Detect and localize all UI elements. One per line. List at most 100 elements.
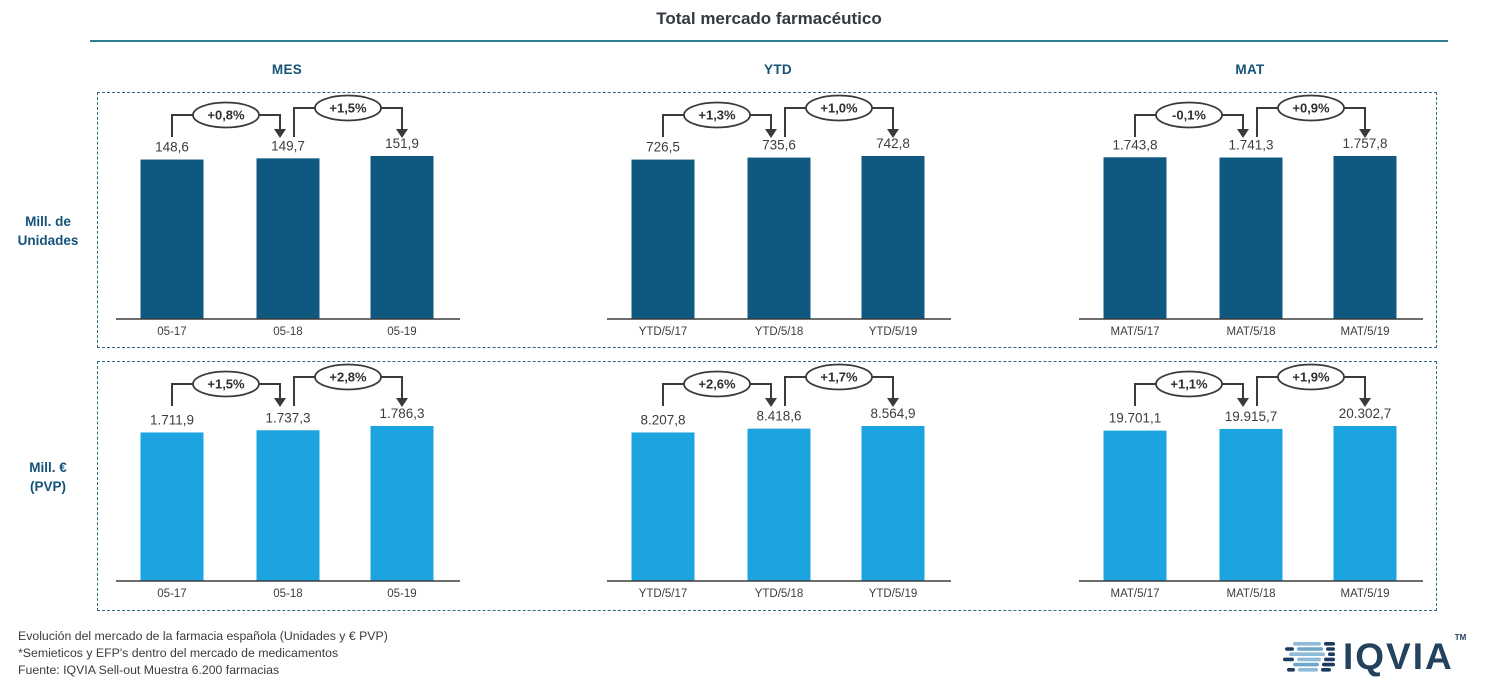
change-bubble xyxy=(192,370,260,398)
x-tick-label: YTD/5/19 xyxy=(869,588,918,600)
x-tick-label: MAT/5/17 xyxy=(1111,588,1160,600)
bar xyxy=(140,432,204,581)
bar-value-label: 149,7 xyxy=(271,138,305,153)
change-bubble xyxy=(314,363,382,391)
page-title: Total mercado farmacéutico xyxy=(656,9,882,28)
x-tick-label: YTD/5/18 xyxy=(755,588,804,600)
bar xyxy=(1219,157,1283,319)
down-arrow-icon xyxy=(1359,398,1371,407)
change-percent-label: +1,7% xyxy=(820,370,858,385)
bar xyxy=(256,158,320,319)
change-percent-label: +1,0% xyxy=(820,101,858,116)
bar-value-label: 8.564,9 xyxy=(870,406,915,421)
bar-value-label: 20.302,7 xyxy=(1339,406,1392,421)
change-bubble xyxy=(192,101,260,129)
bar-value-label: 19.701,1 xyxy=(1109,411,1162,426)
x-tick-label: YTD/5/18 xyxy=(755,326,804,338)
bar xyxy=(256,430,320,581)
bar-value-label: 1.737,3 xyxy=(265,410,310,425)
row-label-euros: Mill. € (PVP) xyxy=(0,458,96,496)
x-tick-label: 05-19 xyxy=(387,588,416,600)
chart-group-euros-mat: 19.701,1 MAT/5/17 19.915,7 MAT/5/18 20.302,7… xyxy=(1077,362,1425,610)
down-arrow-icon xyxy=(274,398,286,407)
row-label-units-line2: Unidades xyxy=(17,233,79,248)
x-tick-label: YTD/5/17 xyxy=(639,326,688,338)
mini-bar-chart: 148,6 05-17 149,7 05-18 151,9 05-19 +0,8% +1,5% xyxy=(116,94,460,338)
change-bubble xyxy=(1155,101,1223,129)
down-arrow-icon xyxy=(1237,398,1249,407)
bar xyxy=(1333,156,1397,319)
row-label-units: Mill. de Unidades xyxy=(0,212,96,250)
mini-bar-chart: 8.207,8 YTD/5/17 8.418,6 YTD/5/18 8.564,9 YTD… xyxy=(607,363,951,600)
bar xyxy=(140,159,204,319)
iqvia-tm-mark: TM xyxy=(1454,632,1467,642)
bar xyxy=(747,157,811,319)
chart-group-units-ytd: 726,5 YTD/5/17 735,6 YTD/5/18 742,8 YTD/5/19 +… xyxy=(605,93,953,347)
change-percent-label: +1,3% xyxy=(698,108,736,123)
bar-value-label: 8.418,6 xyxy=(756,409,801,424)
change-bubble xyxy=(1277,363,1345,391)
mini-bar-chart: 19.701,1 MAT/5/17 19.915,7 MAT/5/18 20.302,7… xyxy=(1079,363,1423,600)
bar-value-label: 735,6 xyxy=(762,138,796,153)
iqvia-wordmark: IQVIA xyxy=(1343,636,1454,677)
down-arrow-icon xyxy=(765,398,777,407)
bar-value-label: 1.741,3 xyxy=(1228,138,1273,153)
column-header-ytd: YTD xyxy=(764,62,792,77)
row-label-units-line1: Mill. de xyxy=(25,214,71,229)
row-label-euros-line2: (PVP) xyxy=(29,479,66,494)
bar-value-label: 8.207,8 xyxy=(640,412,685,427)
chart-group-units-mes: 148,6 05-17 149,7 05-18 151,9 05-19 +0,8% +1,5% xyxy=(114,93,462,347)
footnote-line-2: *Semieticos y EFP's dentro del mercado d… xyxy=(18,646,339,660)
bar xyxy=(747,428,811,581)
footnotes: Evolución del mercado de la farmacia esp… xyxy=(18,628,388,679)
x-tick-label: MAT/5/19 xyxy=(1341,326,1390,338)
bar xyxy=(631,159,695,319)
change-bubble xyxy=(314,94,382,122)
change-percent-label: +1,1% xyxy=(1170,377,1208,392)
change-bubble xyxy=(805,363,873,391)
column-header-mat: MAT xyxy=(1235,62,1265,77)
x-tick-label: YTD/5/19 xyxy=(869,326,918,338)
bar xyxy=(370,426,434,581)
down-arrow-icon xyxy=(274,129,286,138)
bar xyxy=(370,156,434,319)
footnote-line-3: Fuente: IQVIA Sell-out Muestra 6.200 far… xyxy=(18,663,280,677)
change-percent-label: +1,9% xyxy=(1292,370,1330,385)
units-panel: 148,6 05-17 149,7 05-18 151,9 05-19 +0,8% +1,5%… xyxy=(97,92,1437,348)
chart-group-euros-ytd: 8.207,8 YTD/5/17 8.418,6 YTD/5/18 8.564,9 YTD… xyxy=(605,362,953,610)
bar xyxy=(861,156,925,319)
x-tick-label: YTD/5/17 xyxy=(639,588,688,600)
bar-value-label: 151,9 xyxy=(385,136,419,151)
mini-bar-chart: 1.711,9 05-17 1.737,3 05-18 1.786,3 05-19 +1,5… xyxy=(116,363,460,600)
change-percent-label: +2,8% xyxy=(329,370,367,385)
down-arrow-icon xyxy=(1237,129,1249,138)
x-tick-label: MAT/5/17 xyxy=(1111,326,1160,338)
footnote-line-1: Evolución del mercado de la farmacia esp… xyxy=(18,629,388,643)
bar-value-label: 726,5 xyxy=(646,140,680,155)
change-percent-label: +1,5% xyxy=(207,377,245,392)
change-percent-label: +0,8% xyxy=(207,108,245,123)
x-tick-label: 05-17 xyxy=(157,588,186,600)
bar-value-label: 1.786,3 xyxy=(379,406,424,421)
iqvia-logo-mark-icon xyxy=(1283,642,1335,672)
bar-value-label: 1.743,8 xyxy=(1112,137,1157,152)
x-tick-label: 05-18 xyxy=(273,326,302,338)
down-arrow-icon xyxy=(396,398,408,407)
x-tick-label: MAT/5/18 xyxy=(1227,326,1276,338)
change-percent-label: +0,9% xyxy=(1292,101,1330,116)
change-bubble xyxy=(1155,370,1223,398)
x-tick-label: 05-18 xyxy=(273,588,302,600)
down-arrow-icon xyxy=(887,129,899,138)
row-label-euros-line1: Mill. € xyxy=(29,460,67,475)
down-arrow-icon xyxy=(1359,129,1371,138)
mini-bar-chart: 1.743,8 MAT/5/17 1.741,3 MAT/5/18 1.757,8 MAT… xyxy=(1079,94,1423,338)
x-tick-label: MAT/5/18 xyxy=(1227,588,1276,600)
change-percent-label: +1,5% xyxy=(329,101,367,116)
change-percent-label: -0,1% xyxy=(1172,108,1206,123)
bar xyxy=(1103,157,1167,319)
bar-value-label: 148,6 xyxy=(155,140,189,155)
x-tick-label: MAT/5/19 xyxy=(1341,588,1390,600)
down-arrow-icon xyxy=(396,129,408,138)
x-tick-label: 05-19 xyxy=(387,326,416,338)
